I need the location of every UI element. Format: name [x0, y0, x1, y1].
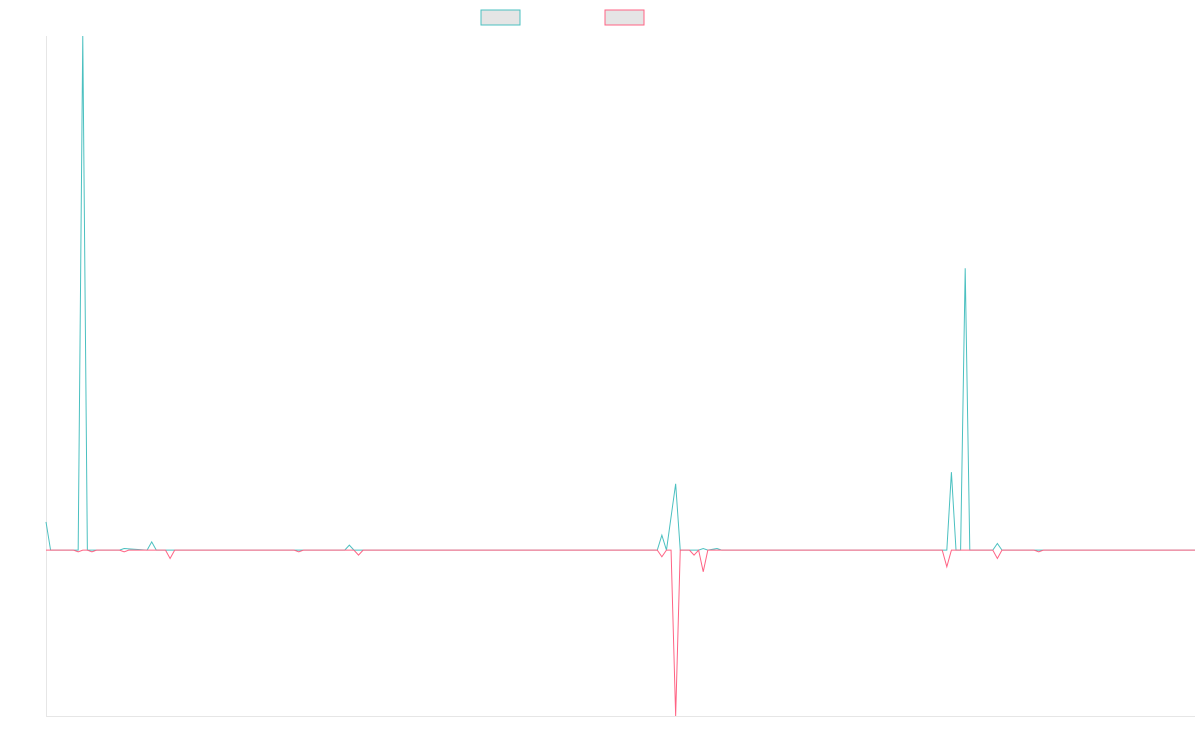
- series-layer: [45, 35, 1195, 717]
- axes: [46, 36, 1195, 717]
- series-line-1: [45, 35, 1195, 551]
- series-line-2: [46, 549, 1195, 717]
- legend: [480, 9, 645, 26]
- legend-swatch-1[interactable]: [480, 9, 521, 26]
- legend-swatch-2[interactable]: [604, 9, 645, 26]
